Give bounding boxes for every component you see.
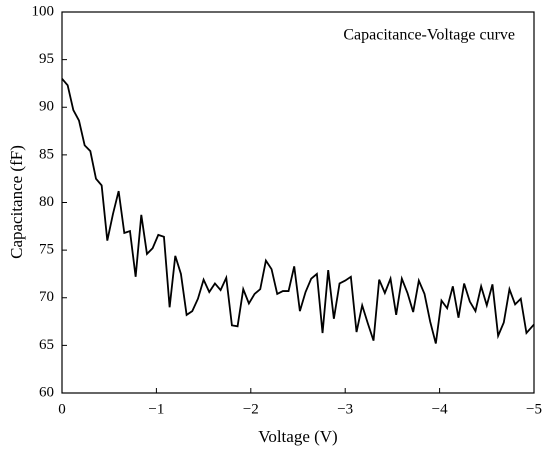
y-tick-label: 65 (39, 337, 54, 353)
y-tick-label: 100 (32, 3, 55, 19)
data-line (61, 78, 535, 344)
y-tick-label: 80 (39, 194, 54, 210)
y-tick-label: 90 (39, 99, 54, 115)
x-tick-label: −3 (337, 401, 353, 417)
y-tick-label: 75 (39, 242, 54, 258)
y-tick-label: 95 (39, 51, 54, 67)
plot-frame (61, 11, 535, 394)
y-tick-label: 70 (39, 289, 54, 305)
x-tick-label: −1 (148, 401, 164, 417)
y-axis-label: Capacitance (fF) (7, 145, 26, 259)
y-tick-label: 85 (39, 146, 54, 162)
x-axis-label: Voltage (V) (258, 427, 337, 446)
x-tick-label: −2 (243, 401, 259, 417)
x-tick-label: −5 (526, 401, 542, 417)
y-tick-label: 60 (39, 384, 54, 400)
x-tick-label: 0 (58, 401, 66, 417)
annotation: Capacitance-Voltage curve (343, 27, 515, 44)
x-tick-label: −4 (432, 401, 448, 417)
